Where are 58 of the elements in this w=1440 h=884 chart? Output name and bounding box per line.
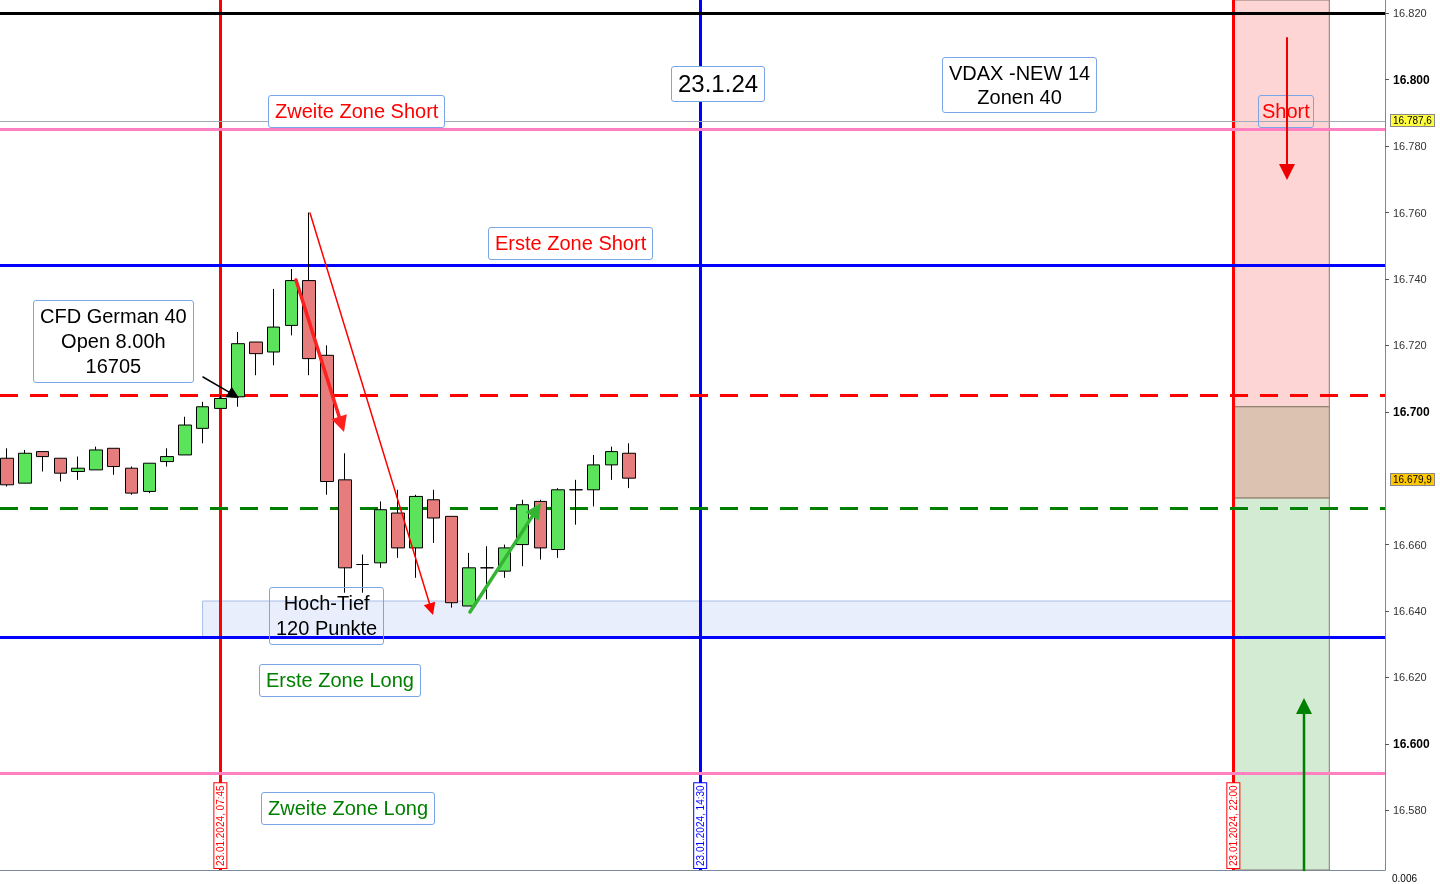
candlestick [338,452,352,594]
candlestick [551,487,565,559]
annotation: 23.1.24 [671,66,766,102]
candlestick [605,446,618,481]
candlestick [54,457,67,482]
candlestick [89,446,103,471]
y-tick-label: 16.660 [1393,538,1427,551]
candlestick [196,401,209,444]
y-tick-label: 16.740 [1393,272,1427,285]
candlestick [445,515,458,609]
candlestick [0,447,14,487]
candlestick [214,394,227,409]
candlestick [462,552,476,607]
annotation: VDAX -NEW 14 Zonen 40 [942,57,1098,113]
candlestick [587,454,600,507]
y-tick-label: 16.620 [1393,671,1427,684]
ref-line-label: Erste Zone Long [259,663,421,697]
x-tick-label: 23.01.2024, 22:00 [1227,784,1239,866]
candlestick [178,416,192,456]
y-tick-label: 16.580 [1393,804,1427,817]
text: 16.679,9 [1390,472,1435,486]
candlestick [569,479,583,526]
candlestick [391,489,405,559]
candlestick [249,341,263,376]
candlestick [427,489,440,544]
candlestick [480,545,494,600]
candlestick [160,447,174,468]
y-tick-label: 16.720 [1393,339,1427,352]
ref-line-label: Zweite Zone Long [261,791,436,825]
ref-line-label: Erste Zone Short [488,226,654,260]
candlestick [374,500,387,569]
y-tick-label: 16.760 [1393,206,1427,219]
candlestick [320,344,334,496]
ref-line-label: 16.787,6 [1390,114,1435,128]
candlestick [267,288,280,366]
x-tick-label: 23.01.2024, 07:45 [214,784,226,866]
y-tick-label: 16.820 [1393,7,1427,20]
y-tick-label: 16.800 [1393,72,1431,87]
candlestick [143,462,156,494]
x-tick-label: 23.01.2024, 14:30 [694,784,706,866]
candlestick [231,331,245,408]
candlestick [409,494,423,579]
candlestick [36,451,49,473]
y-tick-label: 16.600 [1393,736,1431,751]
candlestick [71,456,85,481]
candlestick [356,554,369,594]
candlestick [107,447,120,476]
candlestick [285,268,298,336]
ref-line-label: CFD German 40 Open 8.00h 16705 [33,300,194,384]
y-tick-label: 16.700 [1393,404,1431,419]
y-tick-label: 16.640 [1393,604,1427,617]
candlestick [125,466,138,496]
candlestick [18,449,32,484]
text: 0.006 [1392,873,1418,884]
y-tick-label: 16.780 [1393,140,1427,153]
candlestick [622,442,636,489]
ref-line-label: Zweite Zone Short [268,94,446,128]
band-label: Hoch-Tief 120 Punkte [269,587,385,646]
